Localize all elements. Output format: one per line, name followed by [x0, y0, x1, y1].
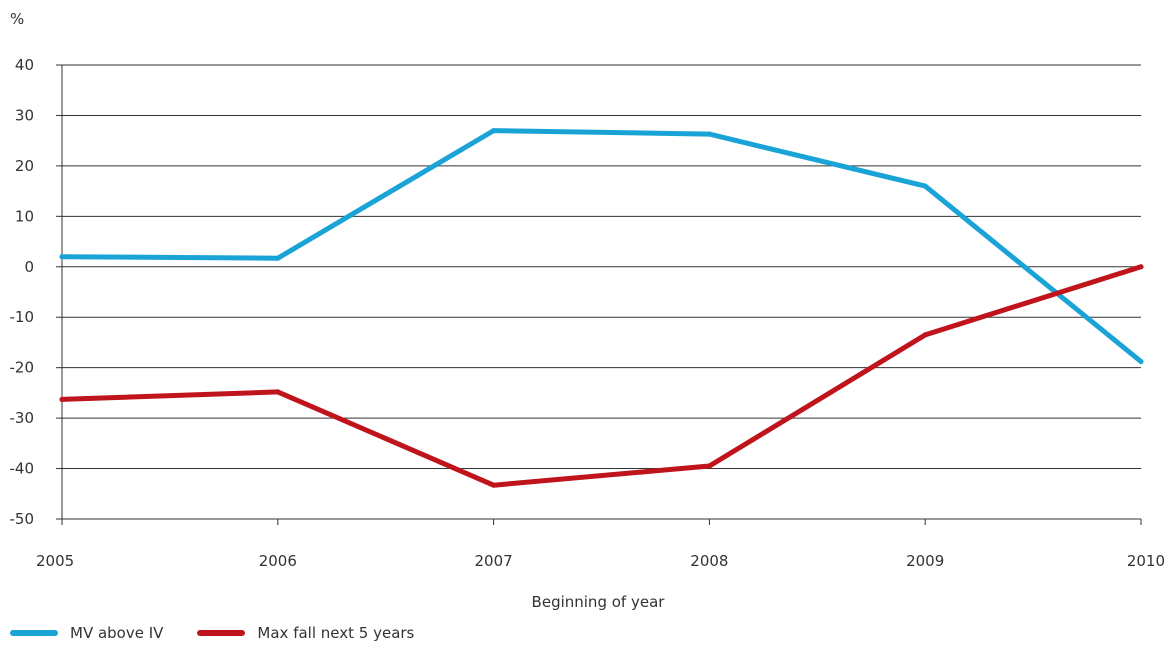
series-line-1	[59, 264, 1144, 488]
y-tick-label: 0	[24, 258, 34, 276]
data-point	[706, 131, 712, 137]
legend-label-max-fall: Max fall next 5 years	[257, 624, 415, 642]
data-point	[59, 254, 65, 260]
series-line-0	[59, 128, 1144, 365]
x-axis-title: Beginning of year	[532, 593, 666, 611]
data-point	[275, 389, 281, 395]
y-axis-unit-label: %	[10, 10, 24, 28]
data-point	[275, 255, 281, 261]
y-tick-label: -40	[10, 460, 35, 478]
y-tick-label: 30	[15, 106, 34, 124]
y-axis-ticks: 40 30 20 10 0 -10 -20 -30 -40 -50	[10, 56, 62, 528]
data-point	[706, 463, 712, 469]
data-point	[922, 332, 928, 338]
data-point	[922, 183, 928, 189]
x-tick-label: 2006	[259, 552, 297, 570]
y-tick-label: 10	[15, 207, 34, 225]
legend-swatch-mv-above-iv	[10, 630, 58, 636]
legend-item-mv-above-iv: MV above IV	[10, 624, 163, 642]
data-point	[1138, 359, 1144, 365]
series-lines	[59, 128, 1144, 488]
y-tick-label: 20	[15, 157, 34, 175]
data-point	[1138, 264, 1144, 270]
data-point	[59, 396, 65, 402]
legend-item-max-fall: Max fall next 5 years	[197, 624, 414, 642]
data-point	[491, 482, 497, 488]
y-tick-label: -50	[10, 510, 35, 528]
axes	[61, 65, 1141, 520]
x-axis-ticks: 2005 2006 2007 2008 2009 2010	[36, 519, 1165, 570]
y-tick-label: -30	[10, 409, 35, 427]
x-tick-label: 2009	[906, 552, 944, 570]
data-point	[491, 128, 497, 134]
legend-swatch-max-fall	[197, 630, 246, 636]
y-tick-label: -20	[10, 359, 35, 377]
x-tick-label: 2005	[36, 552, 74, 570]
legend: MV above IV Max fall next 5 years	[10, 624, 448, 642]
y-tick-label: -10	[10, 308, 35, 326]
x-tick-label: 2007	[475, 552, 513, 570]
legend-label-mv-above-iv: MV above IV	[70, 624, 164, 642]
gridlines	[62, 64, 1141, 470]
x-tick-label: 2008	[690, 552, 728, 570]
x-tick-label: 2010	[1127, 552, 1165, 570]
y-tick-label: 40	[15, 56, 34, 74]
